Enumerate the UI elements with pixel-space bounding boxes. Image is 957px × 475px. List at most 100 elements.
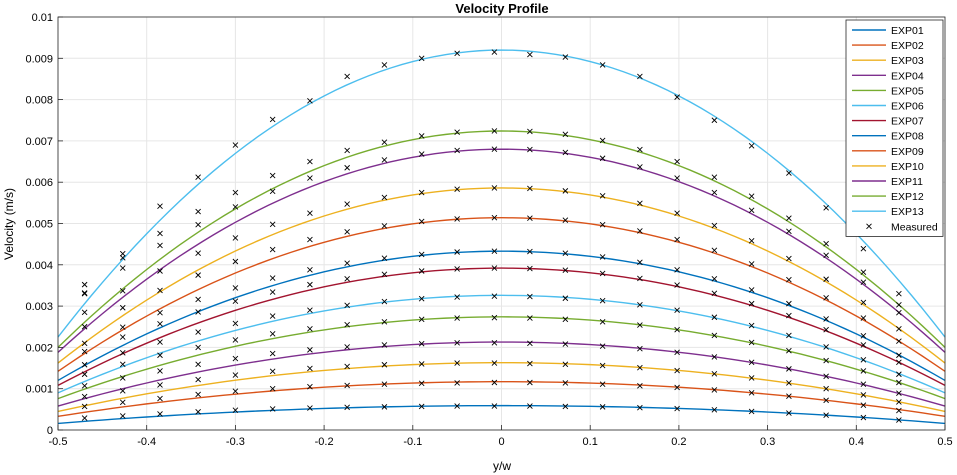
series-line-exp06 (57, 294, 946, 394)
series-line-exp09 (57, 217, 946, 372)
legend-label: EXP08 (891, 131, 924, 143)
measured-point (269, 246, 276, 253)
measured-point (454, 360, 460, 366)
measured-point (896, 338, 902, 345)
measured-point (491, 379, 498, 386)
measured-point (599, 343, 606, 349)
measured-point (344, 302, 350, 309)
measured-point (860, 392, 867, 398)
measured-point (195, 409, 201, 415)
measured-point (637, 200, 643, 207)
measured-point (748, 359, 755, 366)
measured-point (527, 215, 533, 221)
measured-point (491, 314, 498, 321)
measured-point (637, 228, 643, 234)
measured-point (232, 142, 239, 148)
measured-point (81, 290, 88, 296)
measured-point (860, 333, 867, 339)
legend-label: Measured (891, 221, 938, 233)
measured-point (418, 251, 425, 258)
series-line-exp12 (57, 130, 946, 348)
measured-point (896, 290, 902, 297)
measured-point (674, 175, 680, 181)
measured-point (381, 342, 388, 348)
measured-point (119, 375, 126, 381)
measured-point (344, 164, 350, 171)
measured-point (527, 315, 533, 321)
measured-point (711, 222, 718, 229)
measured-point (232, 189, 239, 196)
x-axis-label: y/w (493, 459, 511, 473)
y-tick-label: 0.002 (25, 342, 53, 354)
measured-point (896, 371, 902, 378)
measured-point (786, 276, 792, 283)
series-line-exp03 (57, 361, 946, 413)
measured-point (344, 147, 350, 154)
measured-point (674, 307, 680, 314)
measured-point (562, 149, 569, 156)
series-line-exp11 (57, 148, 946, 353)
measured-point (119, 334, 126, 340)
measured-point (232, 407, 239, 413)
measured-point (637, 275, 643, 282)
y-axis-label: Velocity (m/s) (2, 188, 16, 260)
measured-point (896, 302, 902, 308)
measured-point (269, 368, 276, 375)
measured-point (157, 368, 163, 374)
measured-point (674, 282, 680, 288)
measured-point (637, 404, 643, 411)
measured-point (674, 210, 680, 216)
measured-point (562, 316, 569, 323)
measured-point (81, 348, 88, 355)
measured-point (711, 189, 718, 196)
measured-point (157, 230, 163, 237)
measured-point (307, 266, 313, 273)
measured-point (562, 361, 569, 368)
measured-point (269, 116, 276, 123)
measured-point (195, 221, 201, 228)
measured-point (896, 379, 902, 386)
measured-point (823, 397, 829, 404)
measured-point (711, 371, 718, 377)
measured-point (344, 321, 350, 328)
measured-point (454, 249, 460, 255)
measured-point (748, 238, 755, 244)
measured-point (269, 221, 276, 228)
measured-point (527, 403, 533, 409)
measured-point (823, 276, 829, 283)
measured-point (711, 406, 718, 413)
measured-point (81, 281, 88, 288)
measured-point (119, 387, 126, 394)
measured-point (748, 287, 755, 293)
measured-point (637, 73, 643, 80)
series-line-exp04 (57, 341, 946, 407)
measured-point (562, 403, 569, 410)
measured-point (786, 332, 792, 339)
y-tick-label: 0.007 (25, 136, 53, 148)
x-tick-label: -0.4 (137, 436, 156, 448)
measured-point (748, 193, 755, 200)
chart-title: Velocity Profile (455, 1, 548, 16)
measured-point (119, 399, 126, 406)
measured-point (491, 214, 498, 221)
measured-point (344, 201, 350, 207)
plot-frame (57, 16, 946, 431)
measured-point (119, 265, 126, 271)
measured-point (381, 62, 388, 68)
measured-point (269, 172, 276, 179)
measured-point (491, 360, 498, 366)
measured-point (195, 391, 201, 398)
measured-point (119, 254, 126, 261)
measured-point (381, 255, 388, 262)
measured-point (344, 382, 350, 389)
measured-point (599, 270, 606, 277)
measured-point (81, 371, 88, 378)
measured-point (674, 405, 680, 412)
measured-point (896, 309, 902, 316)
measured-point (491, 293, 498, 300)
measured-point (344, 404, 350, 411)
measured-point (599, 193, 606, 199)
legend-label: EXP02 (891, 40, 924, 52)
measured-point (418, 218, 425, 225)
